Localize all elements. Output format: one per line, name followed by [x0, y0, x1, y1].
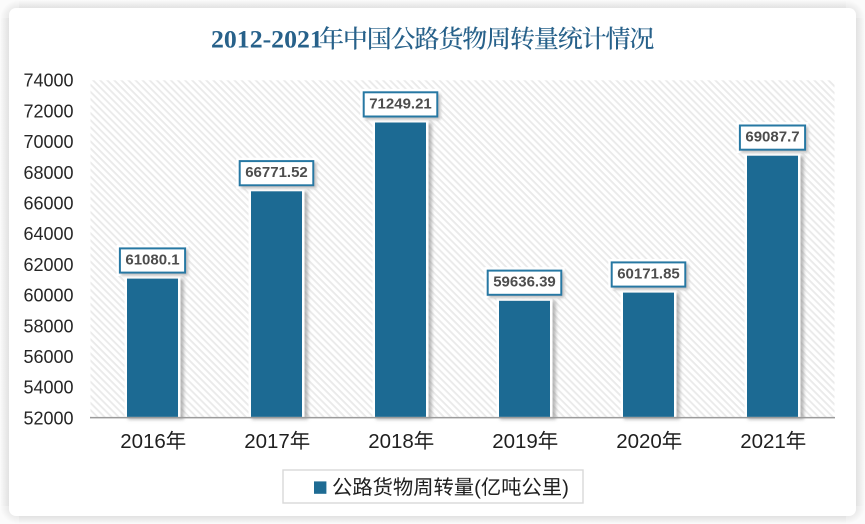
svg-text:71249.21: 71249.21: [369, 95, 432, 112]
svg-text:74000: 74000: [23, 71, 73, 91]
svg-text:54000: 54000: [23, 378, 73, 398]
svg-text:62000: 62000: [23, 255, 73, 275]
svg-text:61080.1: 61080.1: [125, 252, 179, 269]
svg-text:56000: 56000: [23, 347, 73, 367]
svg-text:2018: 2018: [368, 430, 414, 453]
svg-text:2020: 2020: [616, 430, 662, 453]
svg-text:60000: 60000: [23, 286, 73, 306]
svg-text:66771.52: 66771.52: [245, 164, 308, 181]
svg-text:): ): [562, 477, 569, 499]
svg-text:68000: 68000: [23, 163, 73, 183]
svg-text:64000: 64000: [23, 224, 73, 244]
svg-text:60171.85: 60171.85: [617, 266, 680, 283]
svg-text:52000: 52000: [23, 408, 73, 428]
svg-text:69087.7: 69087.7: [745, 129, 799, 146]
svg-text:(: (: [474, 477, 481, 499]
svg-text:58000: 58000: [23, 316, 73, 336]
svg-text:72000: 72000: [23, 101, 73, 121]
svg-text:2016: 2016: [120, 430, 166, 453]
svg-text:2021: 2021: [740, 430, 786, 453]
svg-text:2012-2021: 2012-2021: [211, 25, 323, 54]
svg-text:66000: 66000: [23, 194, 73, 214]
svg-text:59636.39: 59636.39: [493, 274, 556, 291]
svg-text:2019: 2019: [492, 430, 538, 453]
svg-text:70000: 70000: [23, 132, 73, 152]
svg-text:2017: 2017: [244, 430, 290, 453]
